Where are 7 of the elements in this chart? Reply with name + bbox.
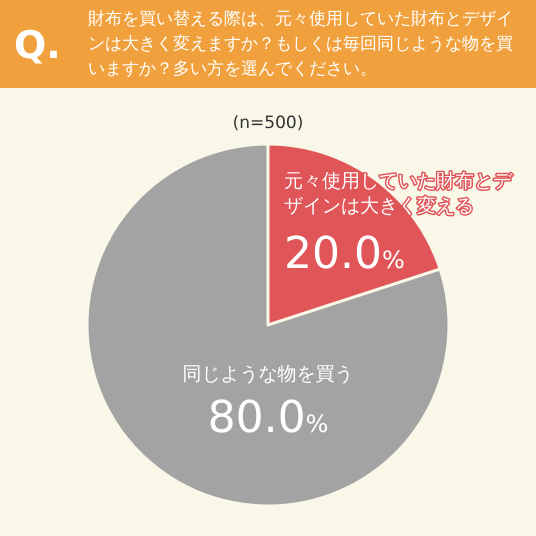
chart-title: 財布を買い替える際は、元々使用していた財布とデザインは大きく変えますか？もしくは毎回同じような物を買いますか？多い方を選んでください。 <box>88 9 513 79</box>
text: Q. <box>14 23 61 67</box>
chart-subtitle: (n=500) <box>232 113 304 133</box>
data-label: 80.0% <box>208 392 328 443</box>
slice-label: 同じような物を買う <box>182 363 354 385</box>
slice-label: 元々使用していた財布とデザインは大きく変える <box>284 170 513 217</box>
data-label: 20.0% <box>284 228 405 279</box>
